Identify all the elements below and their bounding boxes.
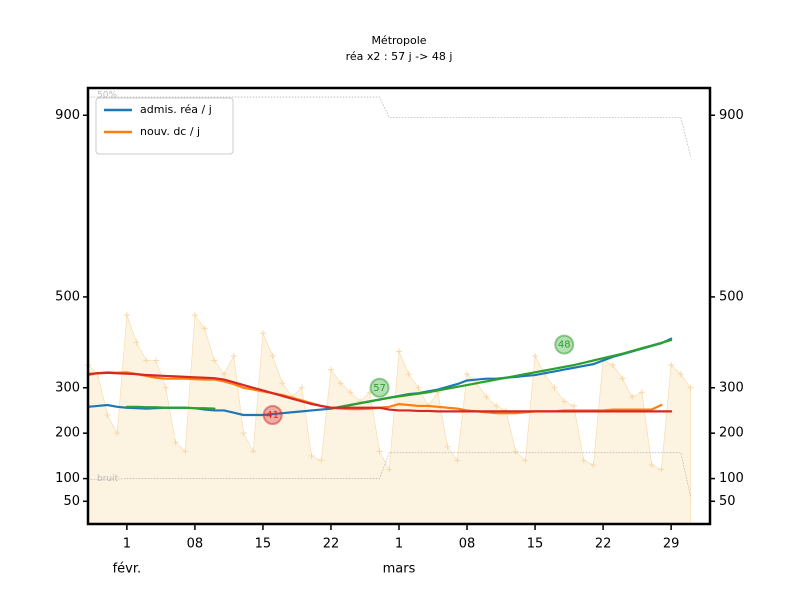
raw-marker (512, 448, 519, 455)
raw-marker (376, 448, 383, 455)
y2-tick-label: 200 (719, 426, 744, 441)
raw-marker (123, 312, 130, 319)
raw-marker (570, 402, 577, 409)
legend-label: admis. réa / j (140, 103, 212, 116)
raw-marker (143, 357, 150, 364)
series-line (125, 405, 216, 410)
month-label: mars (383, 562, 416, 577)
raw-marker (230, 352, 237, 359)
raw-marker (327, 366, 334, 373)
y2-tick-label: 50 (719, 494, 736, 509)
annotation: 50% (97, 90, 117, 100)
series-line (87, 452, 691, 498)
raw-marker (561, 398, 568, 405)
raw-marker (551, 384, 558, 391)
raw-marker (493, 402, 500, 409)
raw-marker (240, 430, 247, 437)
raw-marker (182, 448, 189, 455)
raw-marker (532, 352, 539, 359)
raw-marker (221, 371, 228, 378)
x-tick-label: 15 (255, 537, 272, 552)
raw-marker (308, 452, 315, 459)
raw-marker (580, 457, 587, 464)
raw-marker (201, 325, 208, 332)
raw-marker (386, 466, 393, 473)
y2-tick-label: 900 (719, 108, 744, 123)
annotation: bruit (97, 474, 119, 484)
raw-marker (269, 352, 276, 359)
raw-marker (318, 457, 325, 464)
raw-marker (668, 362, 675, 369)
y-tick-label: 900 (55, 108, 80, 123)
raw-marker (114, 430, 121, 437)
legend-label: nouv. dc / j (140, 125, 200, 138)
x-tick-label: 08 (187, 537, 204, 552)
fit-badge (262, 405, 283, 425)
raw-marker (619, 375, 626, 382)
raw-marker (638, 389, 645, 396)
raw-marker (464, 371, 471, 378)
fit-label: 41 (266, 410, 279, 421)
raw-marker (454, 457, 461, 464)
raw-marker (259, 330, 266, 337)
raw-marker (172, 439, 179, 446)
raw-marker (677, 371, 684, 378)
series-line (329, 338, 673, 410)
y-tick-label: 100 (55, 471, 80, 486)
raw-marker (347, 389, 354, 396)
x-tick-label: 1 (395, 537, 403, 552)
raw-marker (298, 384, 305, 391)
chart-title: Métropole (371, 34, 426, 47)
x-tick-label: 15 (527, 537, 544, 552)
y-tick-label: 200 (55, 426, 80, 441)
y2-tick-label: 300 (719, 380, 744, 395)
raw-marker (191, 312, 198, 319)
x-tick-label: 22 (323, 537, 340, 552)
raw-marker (211, 357, 218, 364)
raw-marker (629, 393, 636, 400)
fit-badge (369, 377, 390, 398)
raw-marker (104, 412, 111, 418)
raw-marker (658, 466, 665, 473)
raw-marker (522, 457, 529, 464)
raw-marker (415, 384, 422, 391)
fit-badge (554, 334, 575, 355)
legend-box (95, 97, 234, 155)
raw-marker (279, 380, 286, 387)
raw-marker (133, 339, 140, 346)
raw-marker (687, 384, 694, 391)
y-tick-label: 50 (63, 494, 80, 509)
raw-area (87, 314, 691, 525)
raw-marker (609, 362, 616, 369)
fit-label: 48 (558, 340, 571, 351)
y-tick-label: 300 (55, 380, 80, 395)
x-tick-label: 1 (123, 537, 131, 552)
series-line (86, 371, 673, 413)
raw-marker (337, 380, 344, 387)
fit-label: 57 (373, 383, 386, 394)
raw-marker (444, 443, 451, 450)
x-tick-label: 22 (595, 537, 612, 552)
raw-marker (648, 461, 655, 468)
month-label: févr. (113, 562, 142, 577)
x-tick-label: 29 (663, 537, 680, 552)
raw-marker (483, 393, 490, 400)
raw-marker (396, 348, 402, 355)
y2-tick-label: 100 (719, 471, 744, 486)
raw-marker (250, 448, 257, 455)
y2-tick-label: 500 (719, 289, 744, 304)
x-tick-label: 08 (459, 537, 476, 552)
y-tick-label: 500 (55, 289, 80, 304)
raw-marker (405, 371, 412, 378)
chart-subtitle: réa x2 : 57 j -> 48 j (346, 50, 453, 63)
raw-marker (590, 461, 597, 468)
raw-marker (153, 357, 160, 364)
raw-marker (162, 384, 169, 391)
